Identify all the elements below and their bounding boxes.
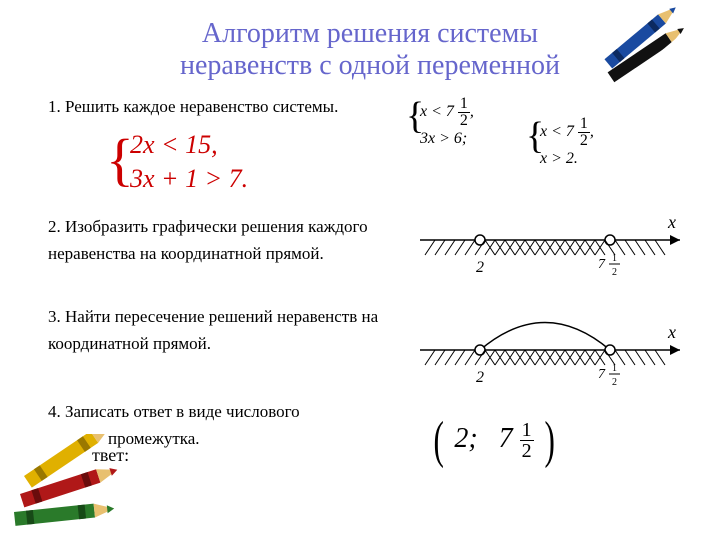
- fraction: 1 2: [520, 420, 534, 461]
- nl2-right: 7: [598, 367, 606, 382]
- comma: ,: [590, 123, 594, 140]
- answer-interval: ( 2; 7 1 2 ): [430, 420, 558, 461]
- nl1-left: 2: [476, 259, 484, 276]
- title-line2: неравенств с одной переменной: [180, 50, 560, 81]
- red-system: { 2x < 15, 3x + 1 > 7.: [130, 128, 248, 196]
- nl1-axis: x: [667, 212, 676, 232]
- step-3a: 3. Найти пересечение решений неравенств …: [48, 306, 408, 327]
- interval-first: 2;: [454, 423, 477, 454]
- mini-system-1: { x < 7 12, 3x > 6;: [420, 96, 474, 150]
- step-2: 2. Изобразить графически решения каждого…: [48, 210, 398, 271]
- number-line-1: 2 7 1 2 x: [420, 210, 700, 280]
- comma: ,: [470, 103, 474, 120]
- nl1-frac-n: 1: [612, 253, 617, 264]
- nl1-right-int: 7: [598, 257, 606, 272]
- brace-icon: {: [526, 112, 544, 161]
- slide: Алгоритм решения системы неравенств с од…: [0, 0, 720, 540]
- red-line1: 2x < 15,: [130, 130, 218, 159]
- brace-icon: {: [106, 122, 134, 197]
- step-3b: координатной прямой.: [48, 333, 408, 354]
- nl1-frac-d: 2: [612, 267, 617, 278]
- step-1: 1. Решить каждое неравенство системы.: [48, 96, 692, 117]
- brace-icon: {: [406, 92, 424, 141]
- m2-l2: x > 2.: [540, 150, 578, 167]
- step-2b: неравенства на координатной прямой.: [48, 243, 398, 264]
- fraction: 12: [578, 116, 590, 149]
- interval-int: 7: [499, 423, 513, 454]
- m1-l1-pre: x < 7: [420, 103, 454, 120]
- m2-l1-pre: x < 7: [540, 123, 574, 140]
- step-4a: 4. Записать ответ в виде числового: [48, 401, 408, 422]
- mini-system-2: { x < 7 12, x > 2.: [540, 116, 594, 170]
- nl2-left: 2: [476, 369, 484, 386]
- svg-text:1: 1: [612, 363, 617, 374]
- red-line2: 3x + 1 > 7.: [130, 164, 248, 193]
- title-line1: Алгоритм решения системы: [202, 18, 538, 49]
- crayon-decor-bottom: [10, 434, 170, 534]
- number-line-2: 2 7 1 2 x: [420, 300, 700, 390]
- svg-text:2: 2: [612, 377, 617, 388]
- fraction: 12: [458, 96, 470, 129]
- m1-l2: 3x > 6;: [420, 130, 467, 147]
- step-3: 3. Найти пересечение решений неравенств …: [48, 300, 408, 361]
- step-2a: 2. Изобразить графически решения каждого: [48, 216, 398, 237]
- nl2-axis: x: [667, 322, 676, 342]
